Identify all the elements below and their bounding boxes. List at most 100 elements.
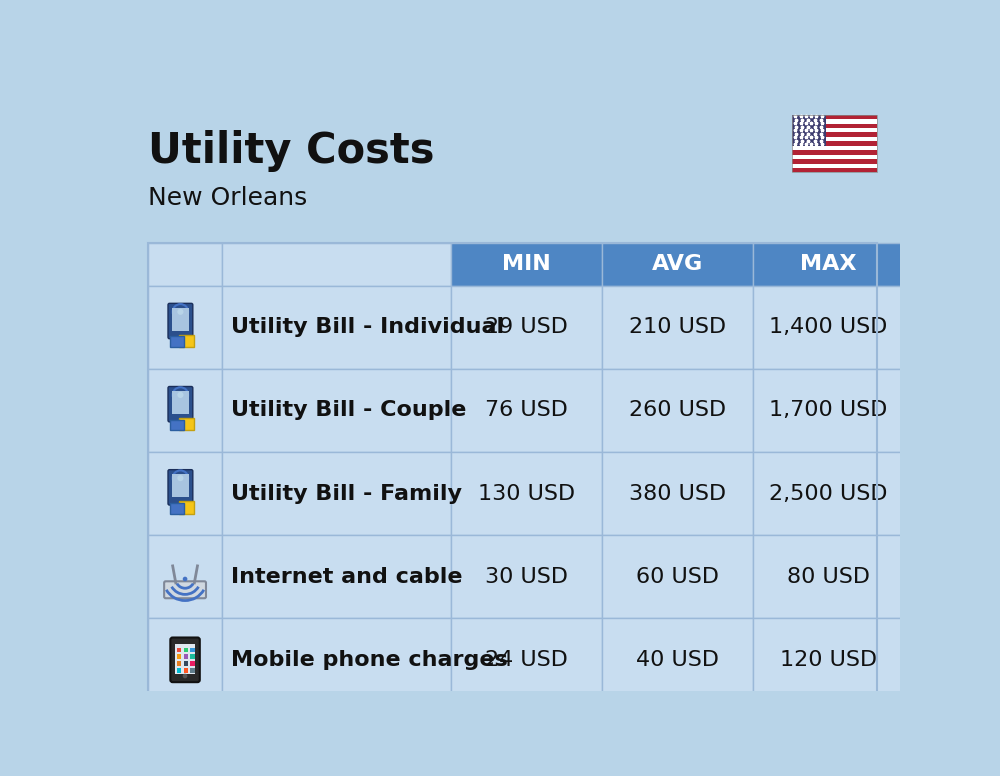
Bar <box>792 164 877 168</box>
Text: 29 USD: 29 USD <box>485 317 568 338</box>
Bar <box>170 503 184 514</box>
Text: 24 USD: 24 USD <box>485 650 568 670</box>
Bar <box>792 141 877 146</box>
Bar <box>172 474 189 497</box>
Circle shape <box>173 470 188 486</box>
Bar <box>222 452 450 535</box>
Bar <box>172 391 189 414</box>
Bar <box>190 647 195 652</box>
Text: Utility Bill - Couple: Utility Bill - Couple <box>231 400 467 421</box>
Bar <box>450 535 602 618</box>
Bar <box>148 286 222 369</box>
Text: 260 USD: 260 USD <box>629 400 726 421</box>
FancyBboxPatch shape <box>168 303 193 339</box>
FancyBboxPatch shape <box>170 638 200 682</box>
Text: 2,500 USD: 2,500 USD <box>769 483 888 504</box>
Text: MAX: MAX <box>800 255 857 275</box>
Text: Internet and cable: Internet and cable <box>231 566 463 587</box>
Text: 380 USD: 380 USD <box>629 483 726 504</box>
Bar <box>184 668 188 673</box>
Bar <box>222 369 450 452</box>
Circle shape <box>173 387 188 403</box>
Text: Utility Bill - Family: Utility Bill - Family <box>231 483 462 504</box>
Bar <box>753 618 904 702</box>
Bar <box>792 123 877 128</box>
Bar <box>602 618 753 702</box>
Text: Utility Costs: Utility Costs <box>148 130 435 172</box>
Bar <box>148 369 222 452</box>
Circle shape <box>183 674 187 678</box>
Circle shape <box>177 392 184 398</box>
Bar <box>792 159 877 164</box>
Bar <box>602 452 753 535</box>
Bar <box>792 154 877 159</box>
Bar <box>170 420 184 431</box>
Bar <box>222 286 450 369</box>
Bar <box>450 286 602 369</box>
Bar <box>222 535 450 618</box>
Bar <box>753 369 904 452</box>
Bar <box>222 618 450 702</box>
Circle shape <box>177 309 184 315</box>
Bar <box>792 137 877 141</box>
Bar <box>792 115 877 172</box>
FancyBboxPatch shape <box>168 386 193 422</box>
Bar <box>792 146 877 151</box>
Bar <box>450 452 602 535</box>
Bar <box>184 654 188 659</box>
Bar <box>170 337 184 347</box>
Text: 76 USD: 76 USD <box>485 400 568 421</box>
Bar <box>450 618 602 702</box>
Bar <box>753 452 904 535</box>
Bar <box>602 369 753 452</box>
Bar <box>792 128 877 133</box>
Bar <box>753 286 904 369</box>
Circle shape <box>177 475 184 481</box>
Bar <box>148 618 222 702</box>
Text: Utility Bill - Individual: Utility Bill - Individual <box>231 317 504 338</box>
Bar <box>602 535 753 618</box>
Bar <box>177 647 181 652</box>
Text: 30 USD: 30 USD <box>485 566 568 587</box>
Circle shape <box>173 304 188 320</box>
Bar <box>175 644 195 674</box>
Bar <box>148 535 222 618</box>
Bar <box>179 335 194 347</box>
Bar <box>179 418 194 431</box>
Bar <box>177 654 181 659</box>
Text: 40 USD: 40 USD <box>636 650 719 670</box>
Text: 120 USD: 120 USD <box>780 650 877 670</box>
Circle shape <box>183 577 187 581</box>
Bar <box>177 668 181 673</box>
Bar <box>450 243 602 286</box>
Text: Mobile phone charges: Mobile phone charges <box>231 650 508 670</box>
Text: 210 USD: 210 USD <box>629 317 726 338</box>
Bar <box>190 668 195 673</box>
Bar <box>792 115 826 146</box>
FancyBboxPatch shape <box>168 469 193 505</box>
Bar <box>792 120 877 123</box>
Bar <box>222 243 450 286</box>
Bar <box>148 243 222 286</box>
Bar <box>177 661 181 666</box>
Bar <box>792 168 877 172</box>
FancyBboxPatch shape <box>164 581 206 598</box>
Text: MIN: MIN <box>502 255 550 275</box>
Text: 60 USD: 60 USD <box>636 566 719 587</box>
Bar <box>602 286 753 369</box>
Text: 80 USD: 80 USD <box>787 566 870 587</box>
Bar <box>179 501 194 514</box>
Bar <box>792 133 877 137</box>
Bar <box>792 115 877 120</box>
Bar <box>190 661 195 666</box>
Bar <box>753 535 904 618</box>
Bar <box>602 243 753 286</box>
Bar <box>148 452 222 535</box>
Text: AVG: AVG <box>652 255 703 275</box>
Bar <box>753 243 904 286</box>
Text: 1,700 USD: 1,700 USD <box>769 400 888 421</box>
Bar <box>450 369 602 452</box>
Text: 1,400 USD: 1,400 USD <box>769 317 888 338</box>
Bar <box>184 661 188 666</box>
Bar <box>148 243 877 702</box>
